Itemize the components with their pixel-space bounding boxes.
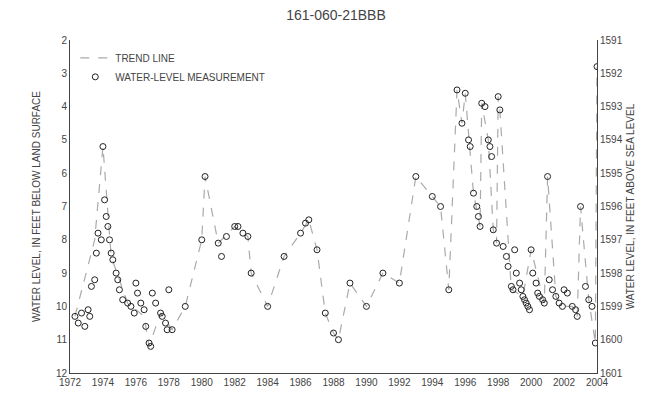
svg-text:4: 4 bbox=[61, 101, 67, 112]
svg-text:1595: 1595 bbox=[600, 168, 623, 179]
svg-text:1982: 1982 bbox=[224, 377, 247, 388]
svg-text:7: 7 bbox=[61, 201, 67, 212]
svg-text:3: 3 bbox=[61, 68, 67, 79]
svg-text:1980: 1980 bbox=[191, 377, 214, 388]
svg-text:1974: 1974 bbox=[92, 377, 115, 388]
svg-text:1988: 1988 bbox=[322, 377, 345, 388]
svg-text:1984: 1984 bbox=[257, 377, 280, 388]
svg-text:1990: 1990 bbox=[355, 377, 378, 388]
svg-text:1976: 1976 bbox=[125, 377, 148, 388]
svg-text:8: 8 bbox=[61, 234, 67, 245]
svg-text:10: 10 bbox=[56, 301, 68, 312]
svg-text:1994: 1994 bbox=[421, 377, 444, 388]
svg-text:1592: 1592 bbox=[600, 68, 623, 79]
svg-text:1594: 1594 bbox=[600, 134, 623, 145]
svg-text:TREND LINE: TREND LINE bbox=[115, 53, 175, 64]
svg-text:12: 12 bbox=[56, 368, 68, 379]
svg-text:1598: 1598 bbox=[600, 268, 623, 279]
svg-text:1986: 1986 bbox=[289, 377, 312, 388]
svg-text:WATER LEVEL, IN FEET ABOVE SEA: WATER LEVEL, IN FEET ABOVE SEA LEVEL bbox=[625, 103, 636, 309]
svg-text:1599: 1599 bbox=[600, 301, 623, 312]
svg-text:1591: 1591 bbox=[600, 35, 623, 46]
svg-text:161-060-21BBB: 161-060-21BBB bbox=[286, 7, 386, 23]
svg-text:1978: 1978 bbox=[158, 377, 181, 388]
svg-text:1600: 1600 bbox=[600, 334, 623, 345]
svg-text:1992: 1992 bbox=[388, 377, 411, 388]
svg-text:1596: 1596 bbox=[600, 201, 623, 212]
svg-text:2: 2 bbox=[61, 35, 67, 46]
svg-text:1593: 1593 bbox=[600, 101, 623, 112]
svg-text:WATER LEVEL, IN FEET BELOW LAN: WATER LEVEL, IN FEET BELOW LAND SURFACE bbox=[31, 91, 42, 322]
svg-text:2004: 2004 bbox=[586, 377, 609, 388]
svg-text:9: 9 bbox=[61, 268, 67, 279]
svg-text:5: 5 bbox=[61, 134, 67, 145]
svg-text:1972: 1972 bbox=[59, 377, 82, 388]
svg-text:11: 11 bbox=[57, 334, 68, 345]
svg-text:2002: 2002 bbox=[553, 377, 576, 388]
svg-text:2000: 2000 bbox=[520, 377, 543, 388]
svg-text:1601: 1601 bbox=[600, 368, 623, 379]
svg-text:1996: 1996 bbox=[454, 377, 477, 388]
svg-text:1597: 1597 bbox=[600, 234, 623, 245]
svg-text:1998: 1998 bbox=[487, 377, 510, 388]
svg-text:6: 6 bbox=[61, 168, 67, 179]
svg-text:WATER-LEVEL MEASUREMENT: WATER-LEVEL MEASUREMENT bbox=[115, 72, 265, 83]
